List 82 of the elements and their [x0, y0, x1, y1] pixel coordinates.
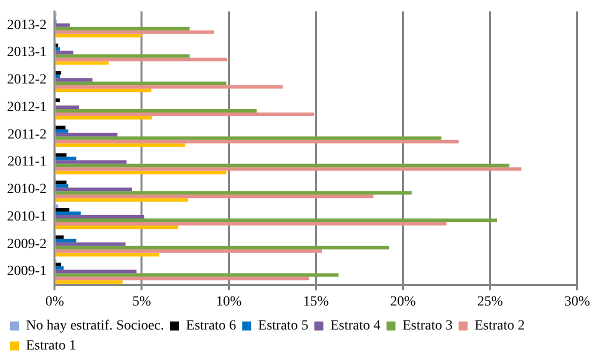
bar	[56, 82, 226, 86]
bar	[56, 61, 109, 65]
bar	[56, 280, 123, 284]
x-tick-label: 30%	[564, 294, 590, 310]
bar	[56, 140, 459, 144]
bar	[56, 78, 92, 82]
bar	[56, 34, 142, 38]
bar	[56, 249, 322, 253]
y-tick-label: 2011-1	[8, 154, 47, 170]
bar	[56, 85, 283, 89]
bar	[56, 50, 74, 54]
bar	[56, 218, 498, 222]
legend-label: Estrato 2	[474, 318, 525, 334]
bar	[56, 167, 522, 171]
x-tick-label: 25%	[477, 294, 504, 310]
bar	[56, 252, 160, 256]
bar	[56, 160, 127, 164]
bar	[56, 132, 118, 136]
bar	[56, 143, 186, 147]
bar	[56, 191, 412, 195]
bar	[56, 235, 64, 239]
bar	[56, 211, 81, 215]
legend-label: Estrato 1	[26, 338, 76, 354]
bar	[56, 71, 62, 75]
y-tick-label: 2012-2	[6, 72, 47, 88]
bar	[56, 188, 132, 192]
bar	[56, 198, 188, 202]
y-tick-label: 2013-2	[6, 18, 47, 33]
y-tick-label: 2011-2	[8, 127, 47, 142]
legend-label: Estrato 3	[402, 318, 453, 334]
bar	[56, 266, 64, 270]
y-tick-label: 2010-2	[6, 182, 47, 198]
bar	[56, 222, 447, 226]
bar	[56, 58, 228, 62]
bar	[56, 88, 152, 92]
bar	[56, 170, 226, 174]
x-tick-label: 15%	[303, 294, 330, 310]
y-tick-label: 2009-1	[6, 264, 47, 280]
legend-label: No hay estratif. Socioec.	[26, 318, 164, 334]
bar	[56, 208, 70, 212]
bar	[56, 180, 67, 184]
bar	[56, 246, 390, 250]
bar	[56, 184, 68, 188]
bar	[56, 116, 152, 120]
bar	[56, 30, 214, 34]
bar	[56, 105, 80, 109]
bar	[56, 214, 144, 219]
bar	[56, 164, 510, 168]
bar	[56, 194, 374, 198]
x-tick-label: 20%	[390, 294, 416, 310]
bar	[56, 156, 76, 160]
x-tick-label: 0%	[45, 294, 64, 310]
y-tick-label: 2010-1	[6, 209, 47, 224]
bar	[56, 276, 309, 280]
bar	[56, 44, 58, 48]
bar	[56, 47, 60, 51]
y-tick-label: 2009-2	[6, 236, 47, 252]
legend-label: Estrato 5	[258, 318, 308, 334]
bar	[56, 270, 137, 274]
bar	[56, 262, 62, 266]
x-tick-label: 10%	[216, 294, 242, 310]
bar	[56, 238, 76, 242]
bar	[56, 108, 257, 113]
bar	[56, 54, 190, 58]
bar	[56, 112, 314, 116]
bar	[56, 204, 58, 208]
legend-label: Estrato 4	[330, 318, 380, 334]
y-tick-label: 2012-1	[6, 100, 47, 115]
bar	[56, 242, 126, 246]
bar	[56, 136, 442, 140]
bar	[56, 129, 68, 133]
bar	[56, 74, 60, 78]
bar	[56, 153, 67, 157]
bar	[56, 98, 60, 102]
x-tick-label: 5%	[132, 294, 152, 310]
bar	[56, 23, 70, 27]
y-tick-label: 2013-1	[6, 45, 47, 60]
bar	[56, 126, 66, 130]
legend-label: Estrato 6	[186, 318, 236, 334]
bar	[56, 273, 339, 277]
bar	[56, 26, 190, 30]
bar	[56, 226, 178, 230]
